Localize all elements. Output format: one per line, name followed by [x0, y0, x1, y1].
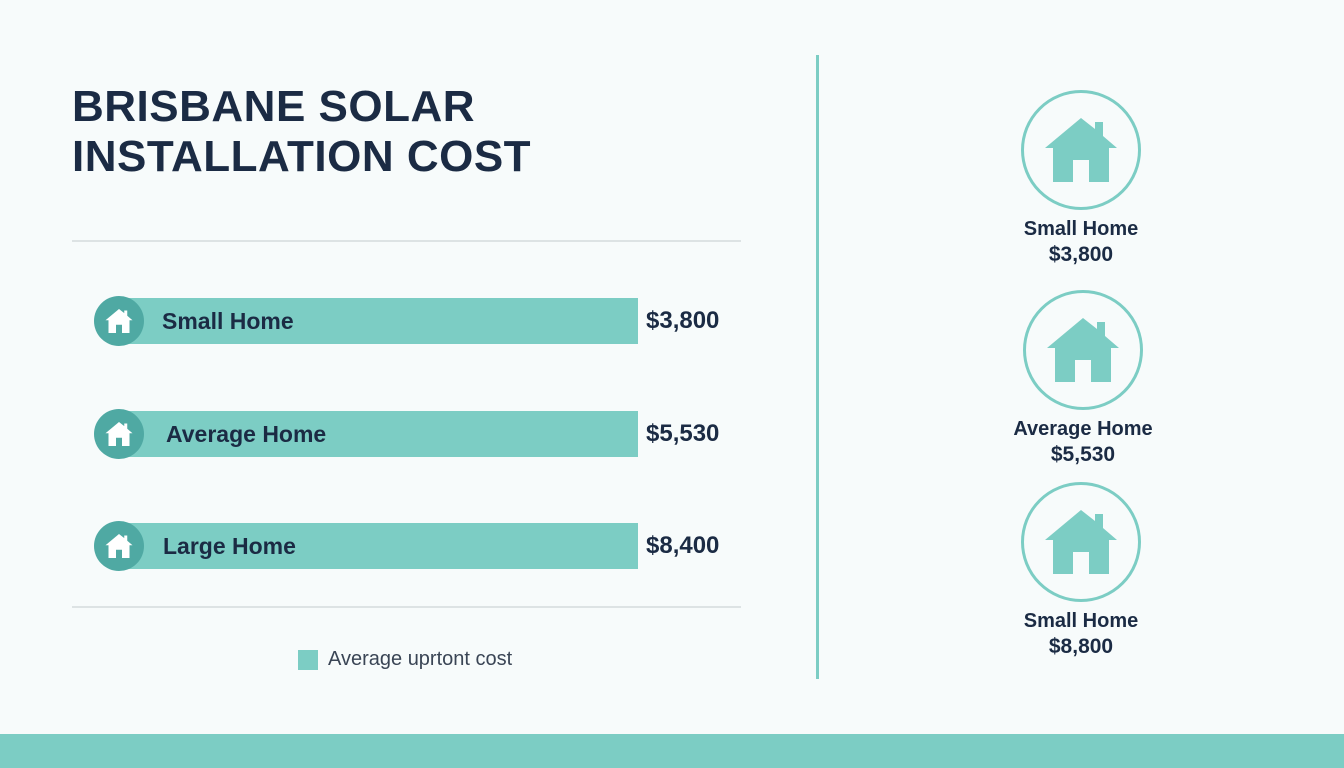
bar-value-label: $3,800 [646, 307, 720, 334]
bar [118, 411, 638, 457]
card-value: $8,800 [1048, 635, 1114, 658]
footer-band [0, 734, 1344, 768]
card-label: Small Home [1023, 610, 1139, 632]
bar-row: Small Home $3,800 [0, 296, 820, 346]
legend-swatch [298, 649, 318, 670]
bar-category-label: Small Home [162, 308, 294, 334]
card-value: $3,800 [1048, 243, 1114, 266]
card-value: $5,530 [1050, 443, 1116, 466]
page-title: BRISBANE SOLAR INSTALLATION COST [72, 82, 531, 182]
bar-row: Large Home $8,400 [0, 521, 820, 571]
bar [118, 298, 638, 344]
bar-value-label: $5,530 [646, 420, 720, 447]
house-icon [1021, 90, 1141, 210]
house-icon [1023, 290, 1143, 410]
bottom-divider [72, 606, 741, 608]
card-label: Small Home [1023, 218, 1139, 240]
house-icon [94, 296, 144, 346]
house-icon [1021, 482, 1141, 602]
house-icon [94, 409, 144, 459]
title-line-1: BRISBANE SOLAR [72, 82, 476, 131]
home-card-3: Small Home $8,800 [981, 482, 1181, 660]
home-card-2: Average Home $5,530 [983, 290, 1183, 468]
chart-legend: Average uprtont cost [298, 648, 512, 671]
card-label: Average Home [1013, 418, 1153, 440]
legend-label: Average uprtont cost [328, 648, 513, 670]
bar-category-label: Average Home [166, 421, 327, 447]
bar [118, 523, 638, 569]
house-icon [94, 521, 144, 571]
bar-chart: Small Home $3,800 Average Home $5,530 Large … [0, 296, 820, 571]
title-line-2: INSTALLATION COST [72, 132, 532, 181]
vertical-divider [816, 55, 819, 679]
bar-category-label: Large Home [163, 533, 296, 559]
top-divider [72, 240, 741, 242]
bar-row: Average Home $5,530 [0, 409, 820, 459]
bar-value-label: $8,400 [646, 532, 720, 559]
home-card-1: Small Home $3,800 [981, 90, 1181, 268]
